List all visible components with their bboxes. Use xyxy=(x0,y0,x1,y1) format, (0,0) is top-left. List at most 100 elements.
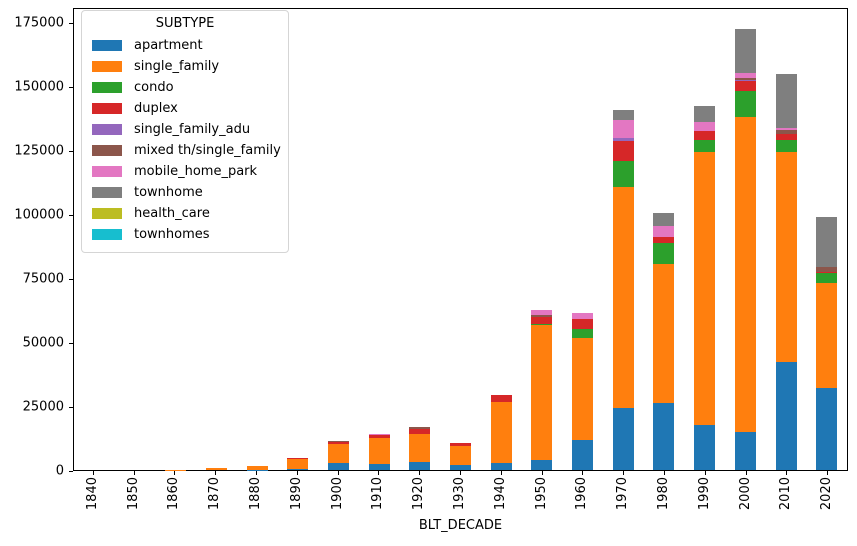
bar-segment-apartment xyxy=(694,424,716,470)
stacked-bar-1960 xyxy=(572,313,594,470)
y-tick-mark xyxy=(69,215,73,216)
legend-label: apartment xyxy=(134,38,203,53)
x-tick-mark xyxy=(378,471,380,475)
legend-label: health_care xyxy=(134,206,210,221)
bar-slot-2010 xyxy=(766,9,807,470)
legend-item-condo: condo xyxy=(92,77,278,98)
bar-slot-1960 xyxy=(562,9,603,470)
y-tick-mark xyxy=(69,151,73,152)
x-tick-label-1880: 1880 xyxy=(248,477,264,511)
bar-segment-apartment xyxy=(450,465,472,470)
legend-item-single-family: single_family xyxy=(92,56,278,77)
y-tick-mark xyxy=(69,407,73,408)
bar-segment-mixed-th-single-family xyxy=(327,441,349,442)
stacked-bar-1990 xyxy=(694,106,716,470)
x-tick-mark xyxy=(827,471,829,475)
bar-slot-1890 xyxy=(277,9,318,470)
bar-segment-duplex xyxy=(653,237,675,243)
legend-swatch-icon xyxy=(92,187,122,198)
legend-title: SUBTYPE xyxy=(155,16,215,31)
x-tick-label-1850: 1850 xyxy=(125,477,141,511)
stacked-bar-1870 xyxy=(205,468,227,470)
legend-item-single-family-adu: single_family_adu xyxy=(92,119,278,140)
bar-segment-duplex xyxy=(368,435,390,439)
bar-segment-single-family xyxy=(205,468,227,470)
bar-slot-1980 xyxy=(644,9,685,470)
legend-swatch-icon xyxy=(92,208,122,219)
bar-segment-apartment xyxy=(734,431,756,470)
bar-slot-2000 xyxy=(725,9,766,470)
bar-segment-condo xyxy=(612,160,634,188)
bar-segment-mobile-home-park xyxy=(612,120,634,139)
bar-segment-mobile-home-park xyxy=(653,225,675,238)
bar-segment-townhome xyxy=(653,213,675,226)
bar-slot-1900 xyxy=(318,9,359,470)
bar-segment-mixed-th-single-family xyxy=(531,314,553,317)
bar-segment-single-family xyxy=(653,263,675,404)
x-tick-label-1890: 1890 xyxy=(288,477,304,511)
stacked-bar-1930 xyxy=(450,443,472,470)
legend-swatch-icon xyxy=(92,124,122,135)
x-tick-label-2010: 2010 xyxy=(778,477,794,511)
bar-segment-condo xyxy=(816,273,838,284)
x-tick-label-1930: 1930 xyxy=(452,477,467,511)
stacked-bar-2000 xyxy=(734,28,756,470)
legend-item-health-care: health_care xyxy=(92,203,278,224)
bar-slot-1970 xyxy=(603,9,644,470)
bar-slot-1950 xyxy=(522,9,563,470)
legend-swatch-icon xyxy=(92,166,122,177)
stacked-bar-1910 xyxy=(368,434,390,470)
y-tick-mark xyxy=(69,23,73,24)
x-tick-mark xyxy=(623,471,625,475)
bar-segment-single-family xyxy=(368,438,390,464)
legend-swatch-icon xyxy=(92,40,122,51)
bar-segment-condo xyxy=(775,140,797,153)
bars-container xyxy=(74,9,847,470)
x-tick-mark xyxy=(460,471,461,475)
x-tick-mark xyxy=(92,471,94,475)
x-tick-label-1980: 1980 xyxy=(655,477,671,511)
x-tick-mark xyxy=(133,471,135,475)
bar-segment-mobile-home-park xyxy=(694,122,716,132)
legend-item-townhome: townhome xyxy=(92,182,278,203)
bar-slot-1920 xyxy=(400,9,441,470)
x-tick-label-2020: 2020 xyxy=(819,477,835,511)
stacked-bar-1940 xyxy=(490,394,512,470)
legend: SUBTYPE apartment single_family condo duple… xyxy=(81,10,289,253)
bar-segment-townhome xyxy=(694,106,716,123)
bar-slot-1870 xyxy=(196,9,237,470)
x-tick-mark xyxy=(337,471,339,475)
bar-segment-duplex xyxy=(450,443,472,447)
stacked-bar-1980 xyxy=(653,213,675,470)
bar-segment-single-family xyxy=(531,324,553,461)
x-tick-label-2000: 2000 xyxy=(737,477,753,511)
bar-segment-apartment xyxy=(409,462,431,470)
bar-segment-condo xyxy=(572,328,594,338)
legend-label: single_family_adu xyxy=(134,122,251,137)
stacked-bar-1970 xyxy=(612,110,634,470)
bar-segment-condo xyxy=(734,91,756,118)
y-tick-mark xyxy=(69,471,73,472)
bar-segment-apartment xyxy=(287,469,309,470)
bar-segment-single-family-adu xyxy=(734,80,756,82)
bar-segment-mobile-home-park xyxy=(734,73,756,78)
bar-segment-duplex xyxy=(694,131,716,140)
y-tick-label: 150000 xyxy=(14,79,64,95)
y-tick-label: 175000 xyxy=(14,15,64,31)
bar-segment-condo xyxy=(531,323,553,325)
bar-segment-apartment xyxy=(572,440,594,470)
legend-swatch-icon xyxy=(92,61,122,72)
bar-segment-mixed-th-single-family xyxy=(734,77,756,81)
legend-items: apartment single_family condo duplex single_… xyxy=(92,35,281,245)
bar-segment-mobile-home-park xyxy=(572,313,594,319)
bar-segment-single-family xyxy=(734,117,756,432)
bar-slot-2020 xyxy=(806,9,847,470)
stacked-bar-1900 xyxy=(327,441,349,470)
legend-swatch-icon xyxy=(92,145,122,156)
bar-segment-townhome xyxy=(612,110,634,121)
bar-segment-apartment xyxy=(775,361,797,470)
y-tick-label: 0 xyxy=(55,463,64,479)
stacked-bar-1890 xyxy=(287,458,309,470)
x-axis-title: BLT_DECADE xyxy=(418,518,503,533)
